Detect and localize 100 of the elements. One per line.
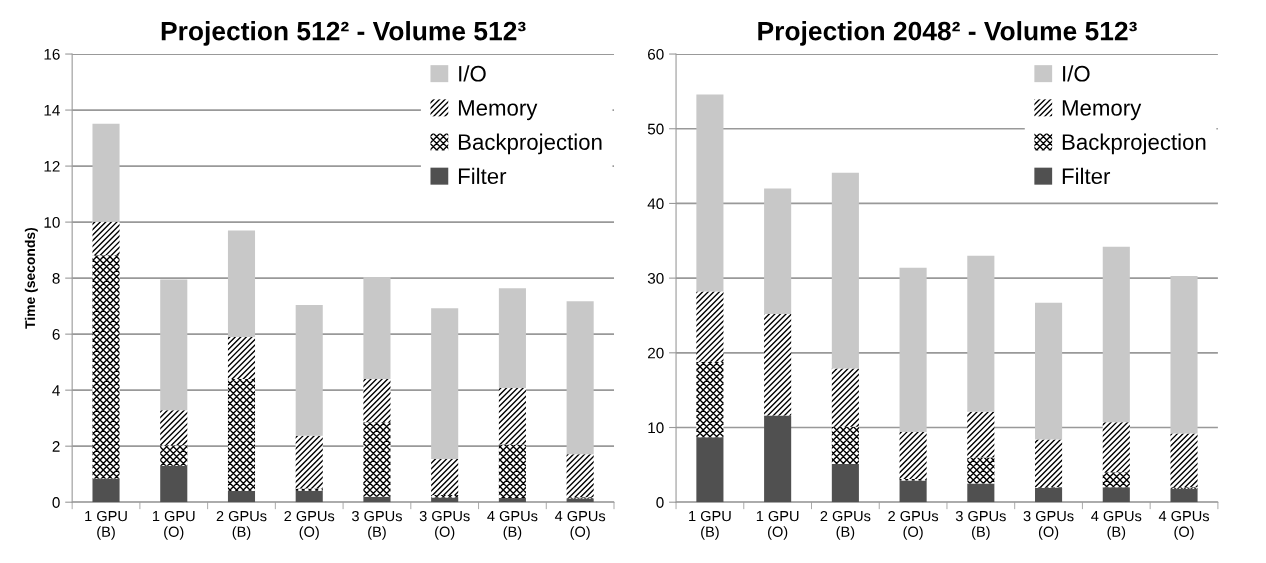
bar: [566, 301, 594, 455]
bar: [1102, 422, 1130, 473]
y-tick-label: 50: [647, 123, 664, 135]
y-tick-label: 16: [44, 48, 60, 60]
bar: [899, 480, 927, 503]
x-tick-label: 1 GPU (O): [152, 510, 195, 540]
x-tick-label: 4 GPUs (O): [1158, 510, 1210, 540]
bar: [899, 431, 927, 480]
bar: [967, 255, 995, 412]
bar: [227, 490, 256, 503]
bar: [498, 444, 526, 498]
bar: [160, 410, 188, 446]
bar: [1102, 246, 1130, 423]
bar: [498, 288, 526, 388]
bar: [1102, 472, 1130, 488]
bar: [431, 308, 459, 460]
bar: [295, 305, 323, 436]
chart-title: Projection 2048² - Volume 512³: [758, 21, 1137, 46]
x-tick-label: 4 GPUs (O): [554, 510, 606, 540]
y-tick-label: 10: [44, 216, 60, 228]
bar: [431, 459, 459, 495]
bar: [160, 279, 188, 411]
y-tick-label: 30: [647, 272, 664, 284]
bar: [1035, 488, 1063, 503]
x-tick-label: 1 GPU (B): [85, 510, 127, 540]
y-axis-title: Time (seconds): [24, 227, 38, 329]
bar: [899, 267, 927, 432]
legend-label: Filter: [1062, 167, 1111, 185]
bar: [696, 361, 724, 438]
bar: [363, 277, 391, 379]
bar: [227, 230, 256, 337]
x-tick-label: 4 GPUs (B): [1091, 510, 1142, 540]
y-tick-label: 14: [44, 105, 60, 116]
bar: [1035, 439, 1063, 488]
bar: [160, 445, 188, 466]
bar: [1170, 275, 1198, 434]
x-tick-label: 3 GPUs (B): [351, 510, 402, 540]
bar: [295, 490, 323, 503]
bar: [967, 411, 995, 458]
bar: [1102, 487, 1130, 503]
bar: [831, 368, 859, 427]
bar: [566, 454, 594, 498]
bar: [764, 313, 792, 416]
bar: [831, 172, 859, 369]
bar: [295, 488, 323, 491]
x-tick-label: 4 GPUs (B): [487, 510, 538, 540]
x-tick-label: 3 GPUs (O): [419, 510, 470, 540]
legend-label: I/O: [459, 65, 486, 82]
bar: [160, 465, 188, 503]
y-tick-label: 60: [648, 48, 664, 60]
bar: [227, 378, 256, 491]
bar: [1170, 488, 1198, 503]
x-tick-label: 2 GPUs (O): [888, 510, 939, 540]
bar: [431, 497, 459, 503]
bar: [831, 426, 859, 465]
x-tick-label: 1 GPU (B): [689, 510, 731, 540]
x-tick-label: 3 GPUs (B): [955, 510, 1006, 540]
bar: [227, 336, 256, 379]
bar: [498, 387, 526, 445]
bar: [363, 496, 391, 503]
bar: [92, 478, 120, 503]
y-tick-label: 40: [647, 198, 664, 210]
y-tick-label: 2: [52, 441, 60, 452]
bar: [92, 255, 120, 479]
bar: [967, 457, 995, 484]
bar: [498, 497, 526, 503]
bar: [967, 483, 995, 503]
y-tick-label: 4: [52, 385, 60, 396]
bar: [295, 435, 323, 489]
chart-title: Projection 512² - Volume 512³: [161, 21, 526, 46]
legend-label: Backprojection: [1062, 133, 1206, 155]
x-tick-label: 1 GPU (O): [756, 510, 799, 540]
bar: [92, 221, 120, 256]
bar: [696, 437, 724, 503]
x-tick-label: 3 GPUs (O): [1023, 510, 1074, 540]
legend-label: Filter: [458, 167, 507, 185]
legend-label: I/O: [1063, 65, 1090, 82]
x-tick-label: 2 GPUs (B): [820, 510, 871, 540]
y-tick-label: 0: [52, 497, 60, 508]
y-tick-label: 6: [52, 329, 60, 340]
bar: [363, 378, 391, 423]
y-tick-label: 20: [648, 347, 664, 359]
bar: [1035, 302, 1063, 440]
bar: [831, 464, 859, 503]
y-tick-label: 8: [52, 272, 60, 284]
bar: [1170, 433, 1198, 488]
bar: [92, 123, 120, 222]
bar: [764, 188, 792, 314]
bar: [363, 422, 391, 497]
bar: [696, 291, 724, 362]
bar: [764, 415, 792, 503]
x-tick-label: 2 GPUs (O): [284, 510, 335, 540]
y-tick-label: 12: [44, 160, 60, 172]
y-tick-label: 10: [648, 422, 664, 434]
x-tick-label: 2 GPUs (B): [216, 510, 267, 540]
bar: [696, 94, 724, 292]
legend-label: Backprojection: [458, 133, 602, 155]
legend-label: Memory: [458, 100, 538, 121]
legend-label: Memory: [1062, 100, 1142, 121]
y-tick-label: 0: [656, 497, 664, 508]
